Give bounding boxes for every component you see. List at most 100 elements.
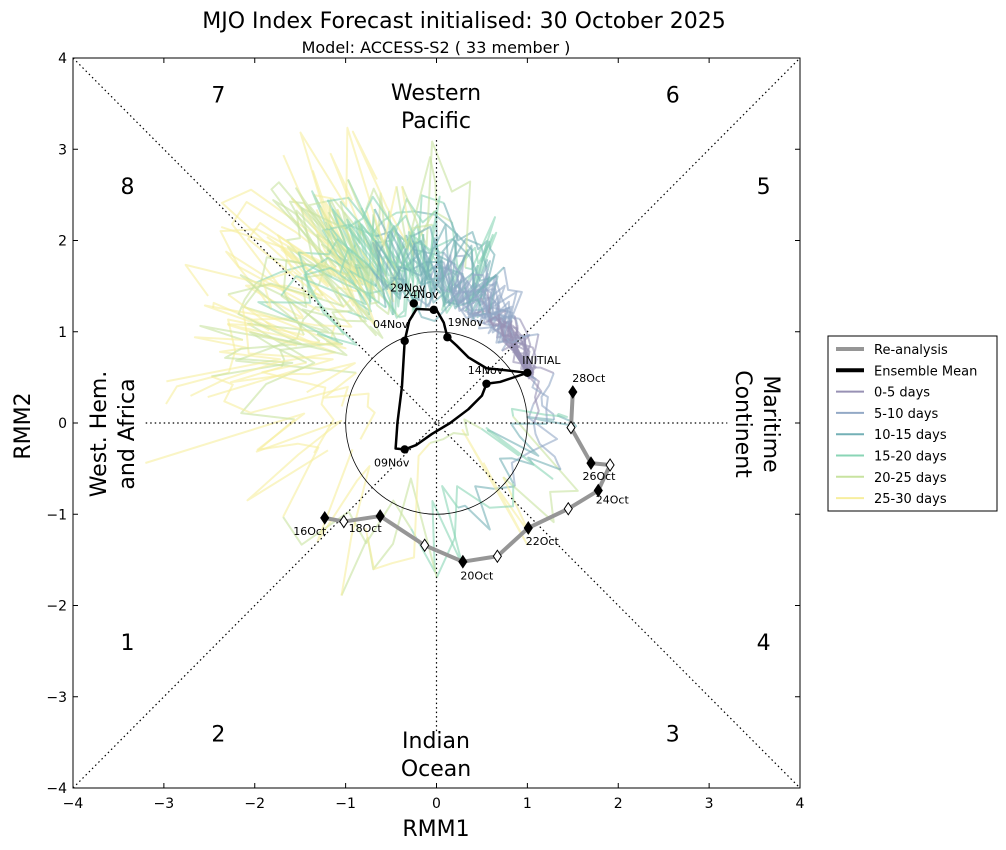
- legend-label: 5-10 days: [874, 407, 939, 422]
- phase-label: 4: [757, 631, 771, 656]
- reanalysis-date-label: 16Oct: [293, 525, 327, 538]
- ensemble-member-line: [480, 427, 554, 480]
- legend-label: 15-20 days: [874, 450, 947, 465]
- ensemble-member-line: [300, 207, 353, 327]
- reanalysis-marker: [420, 538, 430, 553]
- ensemble-member-line: [339, 214, 429, 286]
- ensemble-member-line: [451, 221, 498, 312]
- y-tick-label: −2: [46, 599, 67, 615]
- ensemble-member-line: [483, 315, 529, 374]
- y-tick-label: 2: [58, 234, 67, 250]
- region-labels: Western Pacific Indian Ocean West. Hem. …: [87, 81, 783, 782]
- ensemble-member-line: [510, 403, 559, 487]
- reanalysis-marker: [566, 420, 576, 435]
- ensemble-member-line: [282, 499, 412, 546]
- x-tick-label: −1: [335, 796, 356, 812]
- x-tick-label: 0: [432, 796, 441, 812]
- ensemble-mean-marker: [443, 333, 452, 342]
- region-indian-ocean-line1: Indian: [402, 729, 470, 754]
- ensemble-mean-date-label: 09Nov: [374, 456, 410, 469]
- y-tick-label: 4: [58, 51, 67, 67]
- x-tick-label: 3: [705, 796, 714, 812]
- region-west-hem-line2: and Africa: [115, 378, 140, 489]
- ensemble-member-line: [340, 477, 438, 596]
- legend-label: 25-30 days: [874, 492, 947, 507]
- ensemble-mean-marker: [409, 299, 418, 308]
- reanalysis-date-label: 22Oct: [526, 535, 560, 548]
- ensemble-member-line: [483, 314, 531, 344]
- ensemble-mean-marker: [400, 445, 409, 454]
- ensemble-member-line: [440, 233, 486, 316]
- reanalysis-marker: [605, 458, 615, 472]
- ensemble-member-line: [299, 126, 398, 247]
- ensemble-member-line: [303, 266, 387, 346]
- y-tick-label: −3: [46, 690, 67, 706]
- ensemble-member-line: [461, 429, 531, 546]
- ensemble-members: [145, 126, 579, 596]
- legend-label: Re-analysis: [874, 343, 948, 358]
- diagonal-line: [72, 57, 801, 789]
- ensemble-member-line: [249, 331, 348, 364]
- ensemble-member-line: [409, 225, 497, 296]
- ensemble-member-line: [261, 361, 335, 454]
- axis-ticks: −4 −3 −2 −1 0 1 2 3 4 −4 −3 −2 −1 0 1 2 3 4: [46, 51, 804, 812]
- ensemble-member-line: [323, 371, 376, 440]
- region-indian-ocean-line2: Ocean: [401, 757, 471, 782]
- plot-area: 16Oct 18Oct 20Oct 22Oct 24Oct 26Oct 28Oct INIT…: [72, 57, 801, 789]
- ensemble-member-line: [464, 216, 496, 284]
- ensemble-member-line: [318, 261, 384, 339]
- ensemble-member-line: [344, 195, 414, 283]
- y-tick-label: 0: [58, 416, 67, 432]
- reanalysis-date-label: 26Oct: [582, 470, 616, 483]
- phase-label: 1: [121, 631, 135, 656]
- ensemble-mean-date-label: INITIAL: [522, 354, 561, 367]
- reanalysis-track: 16Oct 18Oct 20Oct 22Oct 24Oct 26Oct 28Oct: [293, 372, 629, 583]
- legend-label: 20-25 days: [874, 471, 947, 486]
- x-axis-label: RMM1: [402, 817, 469, 842]
- reanalysis-date-label: 18Oct: [349, 522, 383, 535]
- ensemble-member-line: [448, 270, 499, 316]
- ensemble-member-line: [456, 273, 493, 324]
- x-tick-label: −2: [244, 796, 265, 812]
- ensemble-mean-line: [394, 307, 528, 451]
- x-tick-label: 4: [796, 796, 805, 812]
- ensemble-member-line: [498, 456, 562, 484]
- reanalysis-date-label: 28Oct: [572, 372, 606, 385]
- x-tick-label: −4: [63, 796, 84, 812]
- ensemble-mean-date-label: 04Nov: [373, 318, 409, 331]
- legend-label: 10-15 days: [874, 428, 947, 443]
- phase-label: 7: [211, 84, 225, 109]
- reanalysis-marker: [568, 385, 578, 399]
- region-western-pacific-line2: Pacific: [401, 109, 471, 134]
- phase-label: 5: [757, 175, 771, 200]
- phase-label: 6: [666, 84, 680, 109]
- region-maritime-line1: Maritime: [758, 375, 783, 472]
- reanalysis-marker: [339, 514, 349, 529]
- ensemble-member-line: [375, 230, 432, 279]
- y-axis-label: RMM2: [11, 392, 36, 459]
- phase-label: 3: [666, 722, 680, 747]
- ensemble-member-line: [532, 422, 562, 471]
- region-west-hem-line1: West. Hem.: [87, 371, 112, 498]
- chart-title: MJO Index Forecast initialised: 30 Octob…: [202, 9, 725, 34]
- ensemble-member-line: [229, 362, 356, 394]
- ensemble-member-line: [375, 240, 458, 311]
- reanalysis-marker: [563, 501, 573, 516]
- legend-label: Ensemble Mean: [874, 364, 977, 379]
- x-tick-label: 2: [614, 796, 623, 812]
- diagonal-line: [72, 57, 801, 789]
- ensemble-member-line: [211, 375, 349, 414]
- ensemble-member-line: [429, 418, 482, 444]
- reanalysis-marker: [593, 483, 603, 498]
- unit-circle: [345, 331, 528, 515]
- ensemble-mean-marker: [400, 336, 409, 346]
- ensemble-member-line: [502, 415, 579, 524]
- reanalysis-marker: [586, 456, 596, 471]
- ensemble-member-line: [426, 195, 442, 276]
- ensemble-member-line: [435, 483, 515, 578]
- phase-label: 2: [211, 722, 225, 747]
- phase-label: 8: [121, 175, 135, 200]
- ensemble-mean-date-label: 14Nov: [468, 364, 504, 377]
